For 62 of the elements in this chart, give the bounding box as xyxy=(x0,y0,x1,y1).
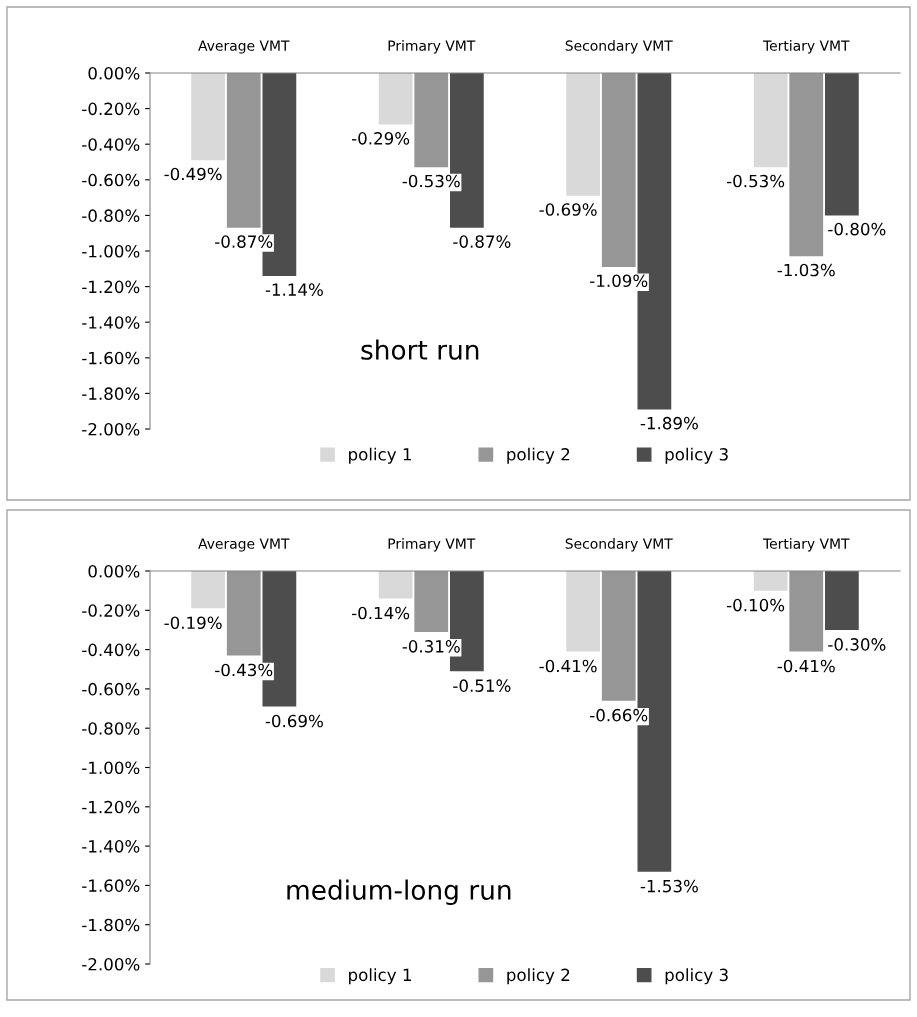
data-label: -0.10% xyxy=(726,598,785,612)
x-tick-label: Tertiary VMT xyxy=(762,40,850,54)
y-tick-label: -2.00% xyxy=(82,957,140,971)
data-label: -0.41% xyxy=(777,659,835,673)
data-label: -0.19% xyxy=(164,616,222,630)
y-tick-label: -1.40% xyxy=(82,316,140,329)
data-label: -0.29% xyxy=(351,132,410,145)
y-tick-label: -0.80% xyxy=(82,722,140,735)
y-tick-label: -1.60% xyxy=(82,351,140,365)
x-tick-label: Primary VMT xyxy=(388,40,476,54)
y-tick-label: -0.40% xyxy=(82,138,140,151)
legend-label: policy 1 xyxy=(349,447,411,464)
legend-label: policy 2 xyxy=(507,968,570,985)
data-label: -0.51% xyxy=(453,679,511,692)
data-label: -0.53% xyxy=(726,174,785,188)
data-label: -1.89% xyxy=(640,416,698,430)
x-tick-label: Average VMT xyxy=(198,538,290,552)
legend-label: policy 3 xyxy=(665,968,728,985)
data-label: -0.66% xyxy=(590,708,648,722)
y-tick-label: -0.60% xyxy=(82,173,140,187)
x-tick-label: Primary VMT xyxy=(388,538,476,552)
y-tick-label: 0.00% xyxy=(88,66,140,80)
data-label: -0.41% xyxy=(539,659,597,673)
y-tick-label: -0.20% xyxy=(82,604,140,617)
data-label: -0.69% xyxy=(539,203,597,216)
annotation: medium-long run xyxy=(287,879,511,906)
data-label: -0.69% xyxy=(265,714,323,728)
legend-label: policy 1 xyxy=(349,968,411,985)
x-tick-label: Secondary VMT xyxy=(565,40,673,54)
y-tick-label: -2.00% xyxy=(82,422,140,436)
data-label: -0.14% xyxy=(351,606,410,620)
y-tick-label: -0.20% xyxy=(82,102,140,116)
data-label: -0.87% xyxy=(215,235,273,248)
x-tick-label: Average VMT xyxy=(198,40,290,54)
y-tick-label: -1.00% xyxy=(82,244,140,258)
y-tick-label: -0.40% xyxy=(82,643,140,657)
data-label: -1.09% xyxy=(590,274,648,288)
legend-label: policy 3 xyxy=(665,447,728,464)
y-tick-label: -1.20% xyxy=(82,800,140,814)
y-tick-label: -1.40% xyxy=(82,840,140,853)
data-label: -1.03% xyxy=(777,263,835,277)
data-label: -0.80% xyxy=(828,222,886,236)
annotation: short run xyxy=(361,339,479,360)
y-tick-label: -1.60% xyxy=(82,879,140,892)
x-tick-label: Tertiary VMT xyxy=(762,538,850,552)
data-label: -0.49% xyxy=(164,167,222,181)
data-label: -0.31% xyxy=(402,640,460,653)
data-label: -1.14% xyxy=(265,283,323,296)
data-label: -0.43% xyxy=(215,663,273,677)
data-label: -0.53% xyxy=(402,174,460,188)
x-tick-label: Secondary VMT xyxy=(565,538,673,552)
y-tick-label: -1.20% xyxy=(82,280,140,294)
y-tick-label: 0.00% xyxy=(88,564,140,578)
y-tick-label: -1.80% xyxy=(82,387,140,400)
y-tick-label: -1.00% xyxy=(82,761,140,775)
y-tick-label: -0.80% xyxy=(82,209,140,222)
y-tick-label: -0.60% xyxy=(82,682,140,696)
legend-label: policy 2 xyxy=(507,447,570,464)
data-label: -0.87% xyxy=(453,235,511,248)
data-label: -0.30% xyxy=(828,638,886,651)
y-tick-label: -1.80% xyxy=(82,918,140,932)
data-label: -1.53% xyxy=(640,879,698,893)
